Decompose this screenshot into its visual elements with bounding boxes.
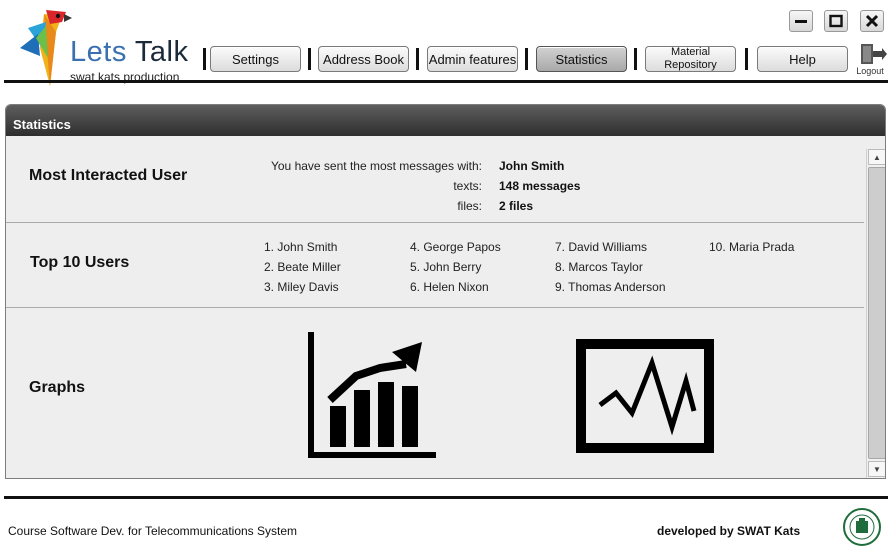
logout-door-icon — [861, 44, 887, 64]
address-book-button[interactable]: Address Book — [318, 46, 409, 72]
logo-word-lets: Lets — [70, 36, 127, 68]
material-repository-button[interactable]: Material Repository — [645, 46, 736, 72]
statistics-panel: Statistics Most Interacted User You have… — [5, 104, 886, 479]
university-seal-icon — [843, 508, 881, 546]
minimize-button[interactable] — [789, 10, 813, 32]
material-repository-label-line2: Repository — [664, 59, 717, 71]
maximize-icon — [829, 14, 843, 28]
logo-title: Lets Talk — [70, 36, 188, 69]
top-user-item: 1. John Smith — [264, 240, 338, 254]
top-user-item: 2. Beate Miller — [264, 260, 341, 274]
header-divider — [4, 80, 888, 83]
top-user-item: 8. Marcos Taylor — [555, 260, 643, 274]
material-repository-label-line1: Material — [670, 46, 711, 58]
top-user-item: 7. David Williams — [555, 240, 648, 254]
app-logo: Lets Talk swat kats production — [12, 6, 192, 86]
line-monitor-icon[interactable] — [576, 339, 716, 455]
minimize-icon — [795, 20, 807, 23]
texts-value: 148 messages — [499, 179, 581, 193]
maximize-button[interactable] — [824, 10, 848, 32]
top-user-item: 5. John Berry — [410, 260, 482, 274]
logo-word-talk: Talk — [134, 36, 189, 68]
nav-separator — [308, 48, 311, 70]
close-button[interactable] — [860, 10, 884, 32]
top-user-item: 10. Maria Prada — [709, 240, 795, 254]
logout-button[interactable]: Logout — [852, 42, 888, 76]
settings-button[interactable]: Settings — [210, 46, 301, 72]
footer-developer-text: developed by SWAT Kats — [657, 524, 801, 538]
top-users-section: Top 10 Users 1. John Smith 2. Beate Mill… — [6, 223, 864, 308]
sent-value: John Smith — [499, 159, 565, 173]
vertical-scrollbar[interactable]: ▲ ▼ — [866, 149, 885, 478]
logout-label: Logout — [856, 66, 884, 76]
footer-course-text: Course Software Dev. for Telecommunicati… — [8, 524, 298, 538]
most-interacted-section: Most Interacted User You have sent the m… — [6, 136, 864, 223]
top-user-item: 3. Miley Davis — [264, 280, 339, 294]
nav-separator — [525, 48, 528, 70]
texts-label: texts: — [453, 179, 482, 193]
nav-separator — [203, 48, 206, 70]
statistics-button[interactable]: Statistics — [536, 46, 627, 72]
top-user-item: 6. Helen Nixon — [410, 280, 489, 294]
panel-title: Statistics — [6, 105, 885, 136]
scroll-thumb[interactable] — [868, 167, 885, 459]
nav-separator — [416, 48, 419, 70]
admin-features-button[interactable]: Admin features — [427, 46, 518, 72]
help-button[interactable]: Help — [757, 46, 848, 72]
files-label: files: — [457, 199, 482, 213]
top-users-heading: Top 10 Users — [30, 254, 130, 271]
graphs-heading: Graphs — [29, 379, 86, 396]
files-value: 2 files — [499, 199, 534, 213]
graphs-section: Graphs — [6, 308, 864, 478]
footer-divider — [4, 496, 888, 499]
parrot-logo-icon — [20, 10, 72, 86]
top-user-item: 9. Thomas Anderson — [555, 280, 666, 294]
scroll-down-button[interactable]: ▼ — [868, 461, 885, 477]
scroll-up-button[interactable]: ▲ — [868, 149, 885, 165]
most-interacted-heading: Most Interacted User — [29, 167, 188, 184]
close-icon — [865, 14, 879, 28]
nav-separator — [745, 48, 748, 70]
bar-chart-growth-icon[interactable] — [308, 332, 438, 460]
top-user-item: 4. George Papos — [410, 240, 501, 254]
sent-label: You have sent the most messages with: — [270, 159, 482, 173]
nav-separator — [634, 48, 637, 70]
